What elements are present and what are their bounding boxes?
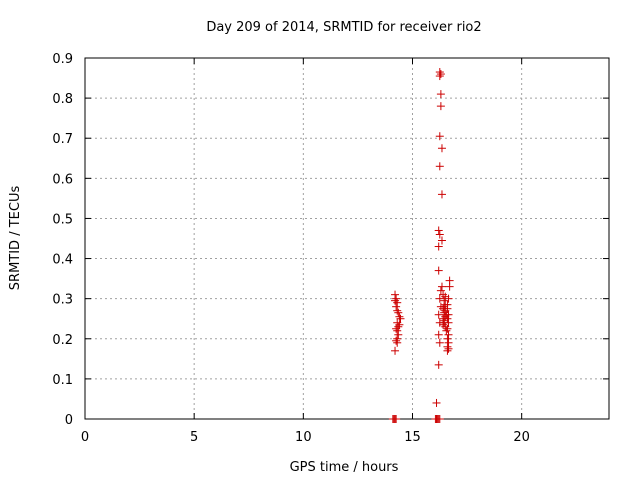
data-point [437, 236, 446, 245]
data-point [435, 294, 444, 303]
data-point [439, 290, 448, 299]
data-point [434, 226, 443, 235]
data-point [434, 266, 443, 275]
y-tick-label: 0.2 [52, 333, 73, 348]
data-point [392, 336, 401, 345]
data-point [392, 415, 401, 423]
y-tick-label: 0 [65, 413, 73, 428]
data-point [392, 294, 401, 303]
y-tick-label: 0.4 [52, 253, 73, 268]
data-point [443, 304, 452, 313]
data-point [393, 326, 402, 335]
data-point [445, 276, 454, 285]
data-point [444, 330, 453, 339]
y-tick-label: 0.6 [52, 172, 73, 187]
data-point [394, 330, 403, 339]
data-point [391, 346, 400, 355]
data-point [435, 162, 444, 171]
data-point [393, 338, 402, 347]
data-point [393, 306, 402, 315]
y-tick-label: 0.7 [52, 132, 73, 147]
data-point [435, 230, 444, 239]
data-point [394, 322, 403, 331]
x-tick-label: 20 [513, 430, 530, 445]
y-tick-label: 0.1 [52, 373, 73, 388]
data-point [435, 338, 444, 347]
data-point [435, 415, 444, 423]
data-point [437, 282, 446, 291]
data-point [392, 302, 401, 311]
data-point [394, 308, 403, 317]
plot-frame [84, 57, 610, 420]
data-point [440, 302, 449, 311]
x-axis-label: GPS time / hours [290, 460, 399, 475]
data-point [437, 144, 446, 153]
data-point [436, 102, 445, 111]
x-tick-label: 5 [190, 430, 198, 445]
data-point [391, 296, 400, 305]
chart-title: Day 209 of 2014, SRMTID for receiver rio… [206, 20, 481, 35]
data-point [395, 312, 404, 321]
data-point [437, 190, 446, 199]
data-point [393, 298, 402, 307]
y-tick-label: 0.9 [52, 52, 73, 67]
data-point [434, 360, 443, 369]
axes: 0 0.1 0.2 0.3 0.4 0.5 0.6 0.7 0.8 0.9 0 5 10 15 20 [52, 52, 610, 445]
data-point [444, 338, 453, 347]
y-tick-label: 0.8 [52, 92, 73, 107]
data-point [434, 330, 443, 339]
data-point [392, 324, 401, 333]
data-point [432, 398, 441, 407]
data-point [443, 324, 452, 333]
data-point [436, 286, 445, 295]
y-axis-label: SRMTID / TECUs [8, 186, 23, 291]
data-point [395, 320, 404, 329]
data-point [443, 334, 452, 343]
grid [85, 58, 609, 419]
y-tick-label: 0.5 [52, 212, 73, 227]
data-points [388, 68, 454, 423]
data-point [444, 294, 453, 303]
data-point [444, 318, 453, 327]
x-tick-label: 0 [81, 430, 89, 445]
x-tick-label: 10 [295, 430, 312, 445]
data-point [442, 326, 451, 335]
data-point [435, 132, 444, 141]
data-point [443, 342, 452, 351]
data-point [396, 314, 405, 323]
data-point [434, 242, 443, 251]
data-point [436, 70, 445, 79]
data-point [443, 314, 452, 323]
data-point [444, 310, 453, 319]
data-point [436, 90, 445, 99]
y-tick-label: 0.3 [52, 293, 73, 308]
data-point [434, 310, 443, 319]
data-point [435, 68, 444, 77]
x-tick-label: 15 [404, 430, 421, 445]
